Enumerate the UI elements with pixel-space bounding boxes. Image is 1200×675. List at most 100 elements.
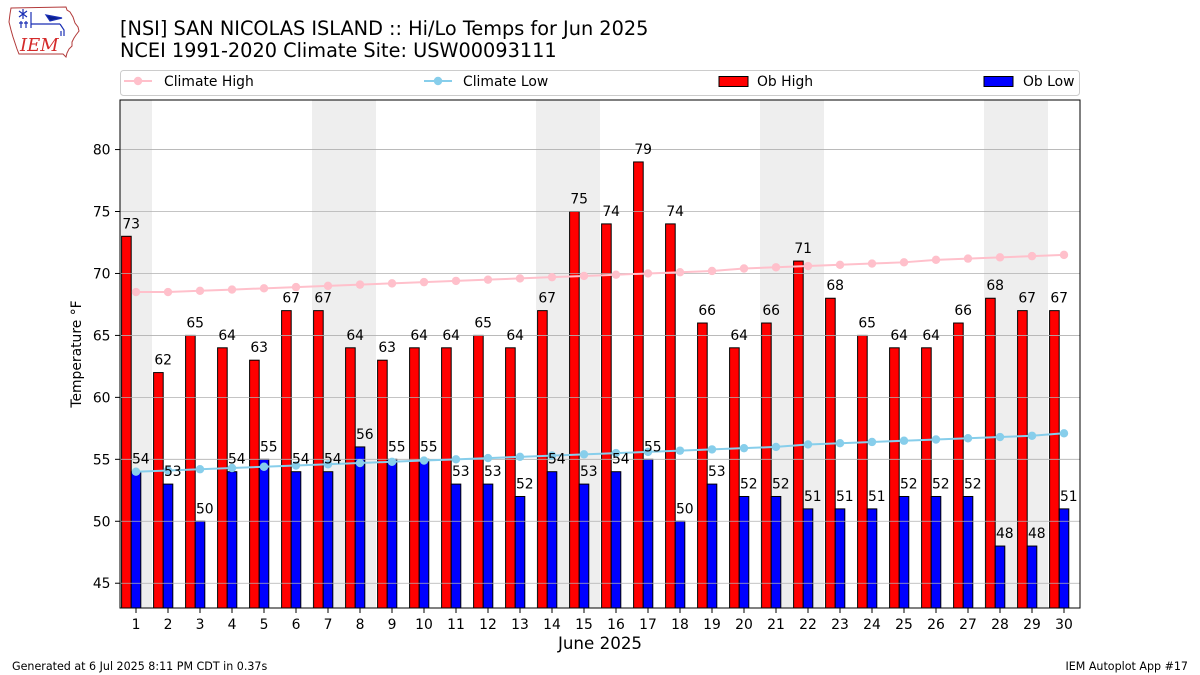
iem-logo: IEM (8, 6, 80, 58)
ob-low-label: 55 (420, 439, 438, 455)
x-tick-label: 17 (639, 617, 657, 633)
logo-text: IEM (19, 35, 59, 56)
x-axis-label: June 2025 (557, 633, 642, 653)
climate-low-marker (899, 436, 909, 445)
ob-low-label: 54 (548, 452, 566, 468)
ob-high-label: 66 (762, 303, 780, 319)
ob-high-bar (857, 334, 868, 609)
climate-low-marker (963, 434, 973, 443)
x-tick-label: 25 (895, 617, 913, 633)
y-tick-label: 80 (93, 143, 111, 159)
climate-high-marker (771, 263, 781, 272)
climate-low-marker (195, 465, 205, 474)
x-tick-label: 10 (415, 617, 433, 633)
wind-vane (44, 14, 63, 22)
ob-high-label: 65 (858, 315, 876, 331)
x-tick-label: 15 (575, 617, 593, 633)
ob-low-bar (770, 495, 782, 609)
ob-low-bar (194, 520, 206, 609)
ob-low-bar (482, 483, 494, 609)
gridlines (120, 149, 1080, 584)
legend-label: Climate High (164, 74, 254, 90)
weekend-shading (120, 100, 1048, 608)
ob-low-label: 53 (580, 464, 598, 480)
x-tick-label: 19 (703, 617, 721, 633)
ob-low-label: 54 (228, 452, 246, 468)
climate-high-marker (515, 274, 525, 283)
ob-low-label: 55 (644, 439, 662, 455)
climate-low-line (135, 432, 1065, 473)
ob-low-label: 53 (484, 464, 502, 480)
climate-high-marker (131, 287, 141, 297)
x-tick-label: 9 (388, 617, 397, 633)
climate-low-marker (291, 461, 301, 470)
climate-high-marker (291, 282, 301, 292)
ob-low-bar (642, 458, 654, 609)
ob-high-bar (505, 347, 516, 609)
climate-high-marker (835, 260, 845, 269)
y-tick-label: 45 (93, 576, 111, 592)
ob-low-label: 53 (708, 464, 726, 480)
ob-high-bar (665, 223, 676, 609)
legend-item-climate-high: Climate High (124, 74, 254, 90)
climate-low-marker (643, 447, 653, 457)
ob-high-label: 65 (474, 315, 492, 331)
ob-low-bar (866, 508, 878, 609)
x-tick-label: 30 (1055, 617, 1073, 633)
ob-high-label: 62 (154, 353, 172, 369)
ob-high-label: 67 (1050, 291, 1068, 307)
x-tick-label: 29 (1023, 617, 1041, 633)
legend: Climate High Climate Low Ob High Ob Low (120, 70, 1080, 96)
climate-high-marker (547, 272, 557, 282)
ob-high-bar (985, 297, 996, 609)
sensor-arm (59, 23, 65, 36)
legend-label: Ob Low (1023, 74, 1075, 90)
ob-high-bar (921, 347, 932, 609)
climate-high-marker (675, 268, 685, 277)
ob-low-label: 51 (836, 489, 854, 505)
ob-low-bar (514, 495, 526, 609)
climate-low-marker (387, 457, 397, 466)
ob-high-bar (953, 322, 964, 609)
ob-high-bar (793, 260, 804, 609)
ob-high-label: 64 (922, 328, 940, 344)
ob-low-bar (1026, 545, 1038, 609)
legend-item-ob-low: Ob Low (983, 74, 1075, 90)
x-tick-label: 18 (671, 617, 689, 633)
climate-low-marker (259, 462, 269, 471)
ob-low-bar (834, 508, 846, 609)
y-tick-label: 75 (93, 205, 111, 221)
legend-label: Climate Low (463, 74, 548, 90)
ob-high-label: 67 (282, 291, 300, 307)
ob-low-label: 52 (964, 476, 982, 492)
ob-low-label: 51 (868, 489, 886, 505)
weather-station-icon (18, 9, 65, 36)
x-tick-label: 6 (292, 617, 301, 633)
climate-low-marker (515, 452, 525, 462)
climate-lines (131, 250, 1069, 476)
climate-high-marker (227, 285, 237, 294)
climate-high-marker (355, 280, 365, 289)
footer-generated: Generated at 6 Jul 2025 8:11 PM CDT in 0… (12, 660, 267, 673)
climate-low-marker (323, 460, 333, 469)
ob-low-label: 54 (612, 452, 630, 468)
y-tick-label: 50 (93, 514, 111, 530)
x-tick-label: 27 (959, 617, 977, 633)
y-tick-label: 60 (93, 390, 111, 406)
ob-high-label: 64 (890, 328, 908, 344)
ob-low-bar (418, 458, 430, 609)
climate-high-marker (707, 266, 717, 276)
climate-low-marker (867, 437, 877, 447)
climate-low-marker (739, 443, 749, 453)
legend-patch-handle (718, 76, 749, 87)
chart-title: [NSI] SAN NICOLAS ISLAND :: Hi/Lo Temps … (120, 17, 648, 40)
ob-high-label: 71 (794, 241, 812, 257)
ob-low-bar (290, 471, 302, 609)
climate-low-marker (675, 446, 685, 455)
x-tick-label: 11 (447, 617, 465, 633)
ob-low-label: 54 (324, 452, 342, 468)
x-tick-label: 3 (196, 617, 205, 633)
ob-high-label: 74 (602, 204, 620, 220)
